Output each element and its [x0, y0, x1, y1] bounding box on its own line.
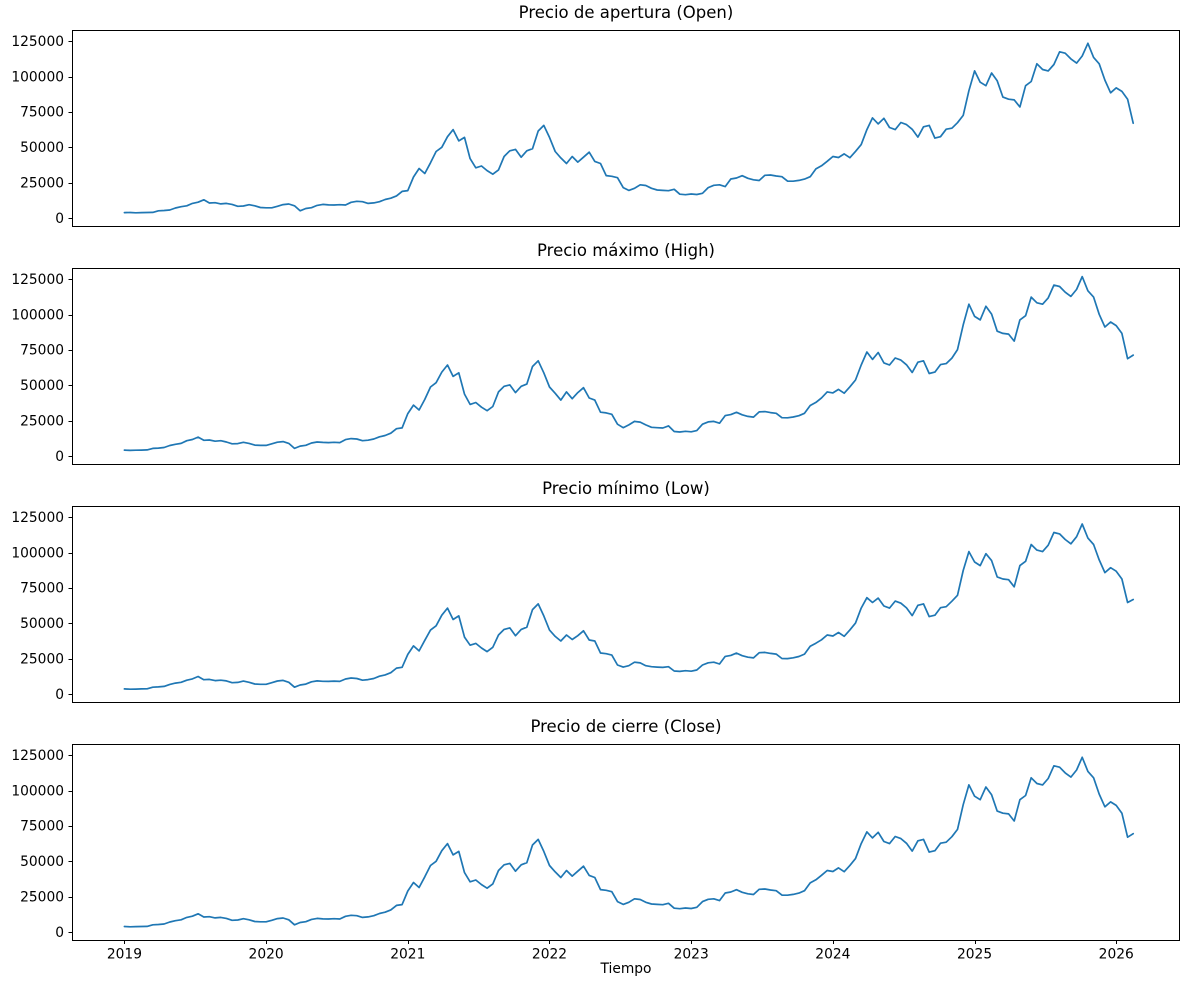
price-line-open	[123, 42, 1135, 214]
plot-title-close: Precio de cierre (Close)	[530, 717, 722, 736]
y-tick-label: 125000	[11, 510, 64, 526]
x-tick-label: 2019	[107, 947, 142, 963]
y-tick-label: 125000	[11, 748, 64, 764]
y-tick-label: 125000	[11, 272, 64, 288]
axes-border	[72, 506, 1180, 703]
price-line-close	[123, 756, 1135, 928]
y-tick-label: 50000	[20, 378, 64, 394]
y-tick-label: 75000	[20, 343, 64, 359]
y-tick-label: 75000	[20, 581, 64, 597]
y-tick-label: 0	[55, 925, 64, 941]
y-tick-label: 25000	[20, 889, 64, 905]
line-plot-high: 0 25000 50000 75000 100000 125000	[11, 268, 1180, 465]
y-tick-label: 100000	[11, 545, 64, 561]
y-tick-label: 50000	[20, 140, 64, 156]
axes-border	[72, 30, 1180, 227]
plot-title-high: Precio máximo (High)	[537, 241, 715, 260]
x-tick-label: 2021	[390, 947, 425, 963]
plot-title-open: Precio de apertura (Open)	[518, 3, 734, 22]
y-tick-label: 0	[55, 687, 64, 703]
y-tick-label: 50000	[20, 616, 64, 632]
y-tick-label: 50000	[20, 854, 64, 870]
y-tick-label: 75000	[20, 105, 64, 121]
y-tick-label: 100000	[11, 307, 64, 323]
axes-border	[72, 744, 1180, 941]
price-line-low	[123, 523, 1135, 691]
x-tick-label: 2023	[674, 947, 709, 963]
x-tick-label: 2026	[1099, 947, 1134, 963]
y-tick-label: 75000	[20, 819, 64, 835]
y-tick-label: 0	[55, 211, 64, 227]
x-tick-label: 2020	[249, 947, 284, 963]
x-axis-label: Tiempo	[600, 961, 652, 977]
line-plot-open: 0 25000 50000 75000 100000 125000	[11, 30, 1180, 227]
y-tick-label: 0	[55, 449, 64, 465]
axes-border	[72, 268, 1180, 465]
y-tick-label: 100000	[11, 783, 64, 799]
x-tick-label: 2022	[532, 947, 567, 963]
line-plot-close: 0 25000 50000 75000 100000 125000 2019 2020 2021…	[11, 744, 1180, 963]
y-tick-label: 125000	[11, 34, 64, 50]
y-tick-label: 25000	[20, 175, 64, 191]
line-plot-low: 0 25000 50000 75000 100000 125000	[11, 506, 1180, 703]
x-tick-label: 2024	[815, 947, 850, 963]
plot-title-low: Precio mínimo (Low)	[542, 479, 710, 498]
price-line-high	[123, 275, 1135, 452]
y-tick-label: 25000	[20, 651, 64, 667]
x-tick-label: 2025	[957, 947, 992, 963]
y-tick-label: 100000	[11, 69, 64, 85]
y-tick-label: 25000	[20, 413, 64, 429]
